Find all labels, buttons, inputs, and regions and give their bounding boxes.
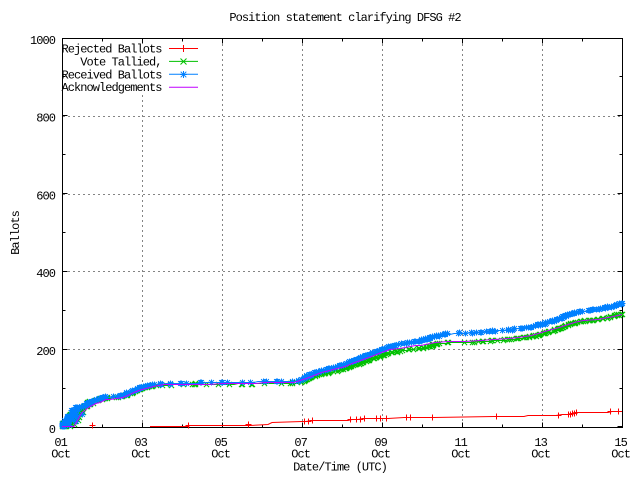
- svg-text:Oct: Oct: [451, 448, 470, 462]
- svg-text:Vote Tallied,: Vote Tallied,: [80, 55, 161, 69]
- svg-text:200: 200: [36, 345, 56, 359]
- svg-text:03: 03: [134, 436, 147, 450]
- svg-text:400: 400: [36, 267, 56, 281]
- svg-text:Oct: Oct: [611, 448, 630, 462]
- svg-text:09: 09: [374, 436, 387, 450]
- svg-text:600: 600: [36, 189, 56, 203]
- svg-text:07: 07: [294, 436, 307, 450]
- svg-text:Oct: Oct: [51, 448, 70, 462]
- svg-text:Acknowledgements: Acknowledgements: [61, 81, 162, 95]
- svg-text:01: 01: [54, 436, 67, 450]
- svg-text:1000: 1000: [30, 34, 56, 48]
- svg-text:Oct: Oct: [211, 448, 230, 462]
- svg-text:11: 11: [454, 436, 467, 450]
- svg-text:05: 05: [214, 436, 227, 450]
- svg-text:0: 0: [49, 423, 56, 437]
- svg-text:Position statement clarifying: Position statement clarifying DFSG #2: [229, 11, 461, 25]
- svg-text:Oct: Oct: [291, 448, 310, 462]
- svg-text:13: 13: [534, 436, 547, 450]
- svg-text:Date/Time (UTC): Date/Time (UTC): [293, 461, 387, 475]
- svg-text:Oct: Oct: [371, 448, 390, 462]
- svg-text:Rejected Ballots: Rejected Ballots: [61, 43, 162, 57]
- svg-text:800: 800: [36, 112, 56, 126]
- svg-text:15: 15: [614, 436, 627, 450]
- svg-text:Oct: Oct: [531, 448, 550, 462]
- svg-text:Ballots: Ballots: [9, 210, 23, 255]
- svg-text:Received Ballots: Received Ballots: [61, 68, 162, 82]
- svg-text:Oct: Oct: [131, 448, 150, 462]
